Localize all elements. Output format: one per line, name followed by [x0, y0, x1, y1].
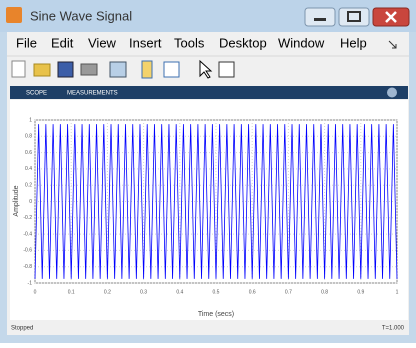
- colorbar-button[interactable]: [141, 60, 153, 79]
- menu-item[interactable]: Tools: [174, 35, 205, 50]
- help-icon[interactable]: [387, 87, 397, 98]
- x-tick-label: 0.9: [357, 289, 364, 295]
- y-tick-label: -0.2: [23, 215, 32, 221]
- x-tick-label: 0: [34, 289, 37, 295]
- window-title: Sine Wave Signal: [30, 8, 132, 23]
- tab-strip: [10, 86, 408, 99]
- y-tick-label: -0.4: [23, 231, 32, 237]
- x-tick-label: 1: [396, 289, 399, 295]
- toolbar: [11, 59, 235, 79]
- maximize-icon: [347, 11, 361, 22]
- save-button[interactable]: [57, 61, 74, 78]
- status-bar: [7, 321, 409, 335]
- new-button[interactable]: [11, 60, 26, 78]
- y-tick-label: -0.8: [23, 264, 32, 270]
- x-tick-label: 0.4: [176, 289, 183, 295]
- x-tick-label: 0.2: [104, 289, 111, 295]
- x-tick-label: 0.3: [140, 289, 147, 295]
- minimize-icon: [314, 18, 326, 21]
- menu-item[interactable]: View: [88, 35, 117, 50]
- x-tick-label: 0.5: [213, 289, 220, 295]
- property-button[interactable]: [218, 61, 235, 78]
- menu-item[interactable]: Help: [340, 35, 367, 50]
- y-tick-label: 0.8: [25, 134, 32, 140]
- tab[interactable]: MEASUREMENTS: [67, 91, 118, 97]
- close-icon: [385, 11, 397, 23]
- maximize-button[interactable]: [338, 7, 370, 27]
- minimize-button[interactable]: [304, 7, 336, 27]
- print-button[interactable]: [80, 63, 98, 76]
- y-tick-label: 0.6: [25, 150, 32, 156]
- dock-icon[interactable]: [388, 40, 397, 49]
- y-tick-label: 0: [29, 199, 32, 205]
- x-tick-label: 0.8: [321, 289, 328, 295]
- x-tick-label: 0.7: [285, 289, 292, 295]
- open-button[interactable]: [33, 63, 51, 77]
- y-tick-label: 0.4: [25, 166, 32, 172]
- status-time: T=1.000: [382, 326, 405, 332]
- status-text: Stopped: [11, 326, 33, 332]
- menu-item[interactable]: Edit: [51, 35, 74, 50]
- menu-item[interactable]: Insert: [129, 35, 162, 50]
- y-tick-label: -1: [28, 280, 33, 286]
- pointer-button[interactable]: [199, 59, 213, 79]
- legend-button[interactable]: [163, 61, 180, 78]
- signal-line: [34, 124, 398, 279]
- menu-item[interactable]: Window: [278, 35, 325, 50]
- y-tick-label: 1: [29, 117, 32, 123]
- y-tick-label: 0.2: [25, 183, 32, 189]
- menu-item[interactable]: Desktop: [219, 35, 267, 50]
- x-tick-label: 0.6: [249, 289, 256, 295]
- app-icon: [6, 7, 22, 23]
- x-axis-label: Time (secs): [198, 311, 234, 318]
- y-axis-label: Amplitude: [13, 185, 20, 216]
- link-button[interactable]: [109, 61, 127, 78]
- y-tick-label: -0.6: [23, 248, 32, 254]
- tab[interactable]: SCOPE: [26, 91, 47, 97]
- x-tick-label: 0.1: [68, 289, 75, 295]
- menu-item[interactable]: File: [16, 35, 37, 50]
